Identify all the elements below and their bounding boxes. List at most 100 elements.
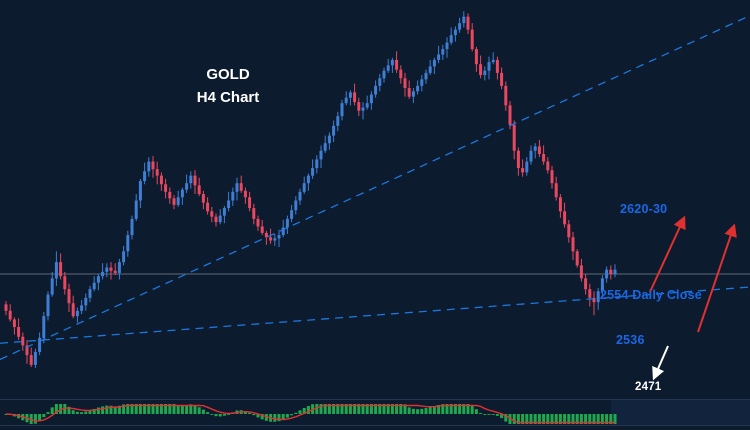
macd-bar: [365, 404, 369, 414]
candle-bear: [214, 213, 218, 227]
up-arrow-right[interactable]: [697, 223, 737, 333]
candle-bear: [8, 304, 12, 322]
candle-bear: [357, 97, 361, 117]
candle-bull: [101, 263, 105, 280]
candle-bull: [600, 275, 604, 297]
macd-bar: [571, 414, 575, 424]
macd-bar: [495, 414, 499, 416]
macd-bar: [588, 414, 592, 424]
annotation-low-2471[interactable]: 2471: [635, 381, 662, 393]
macd-bar: [201, 409, 205, 414]
macd-bar: [193, 405, 197, 414]
candle-bear: [508, 101, 512, 130]
macd-bar: [298, 410, 302, 414]
macd-bar: [294, 412, 298, 414]
macd-bar: [441, 404, 445, 414]
macd-bar: [50, 407, 54, 414]
candle-bear: [4, 301, 8, 316]
candle-bear: [17, 318, 21, 341]
candle-bull: [50, 271, 54, 297]
macd-bar: [525, 414, 529, 424]
macd-bar: [185, 405, 189, 414]
macd-bar: [609, 414, 613, 424]
candle-bear: [592, 291, 596, 316]
candle-bear: [563, 202, 567, 228]
macd-bar: [340, 404, 344, 414]
macd-bar: [285, 414, 289, 418]
annotation-support-2536[interactable]: 2536: [616, 333, 645, 347]
macd-bar: [302, 408, 306, 414]
candle-bull: [348, 90, 352, 106]
candle-bull: [46, 291, 50, 321]
macd-bar: [189, 404, 193, 414]
macd-bar: [567, 414, 571, 424]
candle-bull: [432, 57, 436, 74]
macd-bar: [369, 404, 373, 414]
candle-bull: [285, 215, 289, 235]
candle-bull: [88, 285, 92, 303]
macd-bar: [33, 414, 37, 424]
candle-bear: [159, 172, 163, 191]
macd-bar: [466, 404, 470, 414]
macd-bar: [80, 412, 84, 414]
macd-bar: [613, 414, 617, 424]
candle-bear: [67, 283, 71, 312]
candle-bull: [445, 37, 449, 58]
up-arrow-to-2620-30[interactable]: [649, 215, 686, 293]
candle-bull: [487, 56, 491, 80]
candle-bear: [29, 347, 33, 368]
candle-bull: [605, 266, 609, 283]
macd-bar: [206, 412, 210, 414]
candle-bear: [168, 187, 172, 204]
macd-bar: [130, 404, 134, 414]
candle-bear: [575, 249, 579, 268]
candle-bear: [256, 215, 260, 231]
candle-bear: [113, 263, 117, 276]
candle-bear: [172, 195, 176, 210]
candle-bull: [281, 219, 285, 238]
candle-bull: [176, 190, 180, 207]
candle-bear: [206, 197, 210, 215]
candle-bull: [294, 196, 298, 215]
candle-bull: [185, 174, 189, 193]
candle-bear: [109, 262, 113, 280]
primary-uptrend-line[interactable]: [0, 14, 750, 361]
macd-bar: [290, 414, 294, 416]
macd-signal-line: [5, 404, 615, 424]
macd-bar: [96, 407, 100, 414]
candle-bear: [353, 83, 357, 106]
macd-bar: [75, 411, 79, 414]
macd-bar: [84, 411, 88, 414]
macd-bar: [386, 404, 390, 414]
annotation-target-zone[interactable]: 2620-30: [620, 202, 668, 216]
candle-bull: [75, 307, 79, 323]
macd-bar: [164, 404, 168, 414]
macd-bar: [411, 408, 415, 414]
candle-bear: [201, 190, 205, 210]
macd-bar: [390, 404, 394, 414]
macd-bar: [101, 406, 105, 414]
macd-bar: [88, 410, 92, 414]
macd-bar: [256, 414, 260, 418]
trendlines-layer[interactable]: [0, 14, 750, 361]
candle-bear: [474, 46, 478, 72]
candle-bull: [382, 67, 386, 83]
macd-bar: [533, 414, 537, 424]
candle-bear: [252, 203, 256, 225]
candle-bear: [403, 72, 407, 97]
macd-bar: [323, 404, 327, 414]
arrows-layer[interactable]: [649, 215, 737, 381]
annotation-daily-close[interactable]: 2554 Daily Close: [600, 288, 702, 302]
panel-chrome-layer: [0, 399, 750, 426]
candle-bull: [420, 75, 424, 92]
macd-bar: [558, 414, 562, 424]
macd-bar: [416, 409, 420, 414]
macd-bar: [357, 404, 361, 414]
candle-bull: [386, 58, 390, 73]
candle-bull: [290, 204, 294, 223]
macd-bar: [432, 405, 436, 414]
macd-bar: [474, 409, 478, 414]
down-arrow-to-2471[interactable]: [652, 345, 669, 381]
candle-bull: [105, 263, 109, 278]
